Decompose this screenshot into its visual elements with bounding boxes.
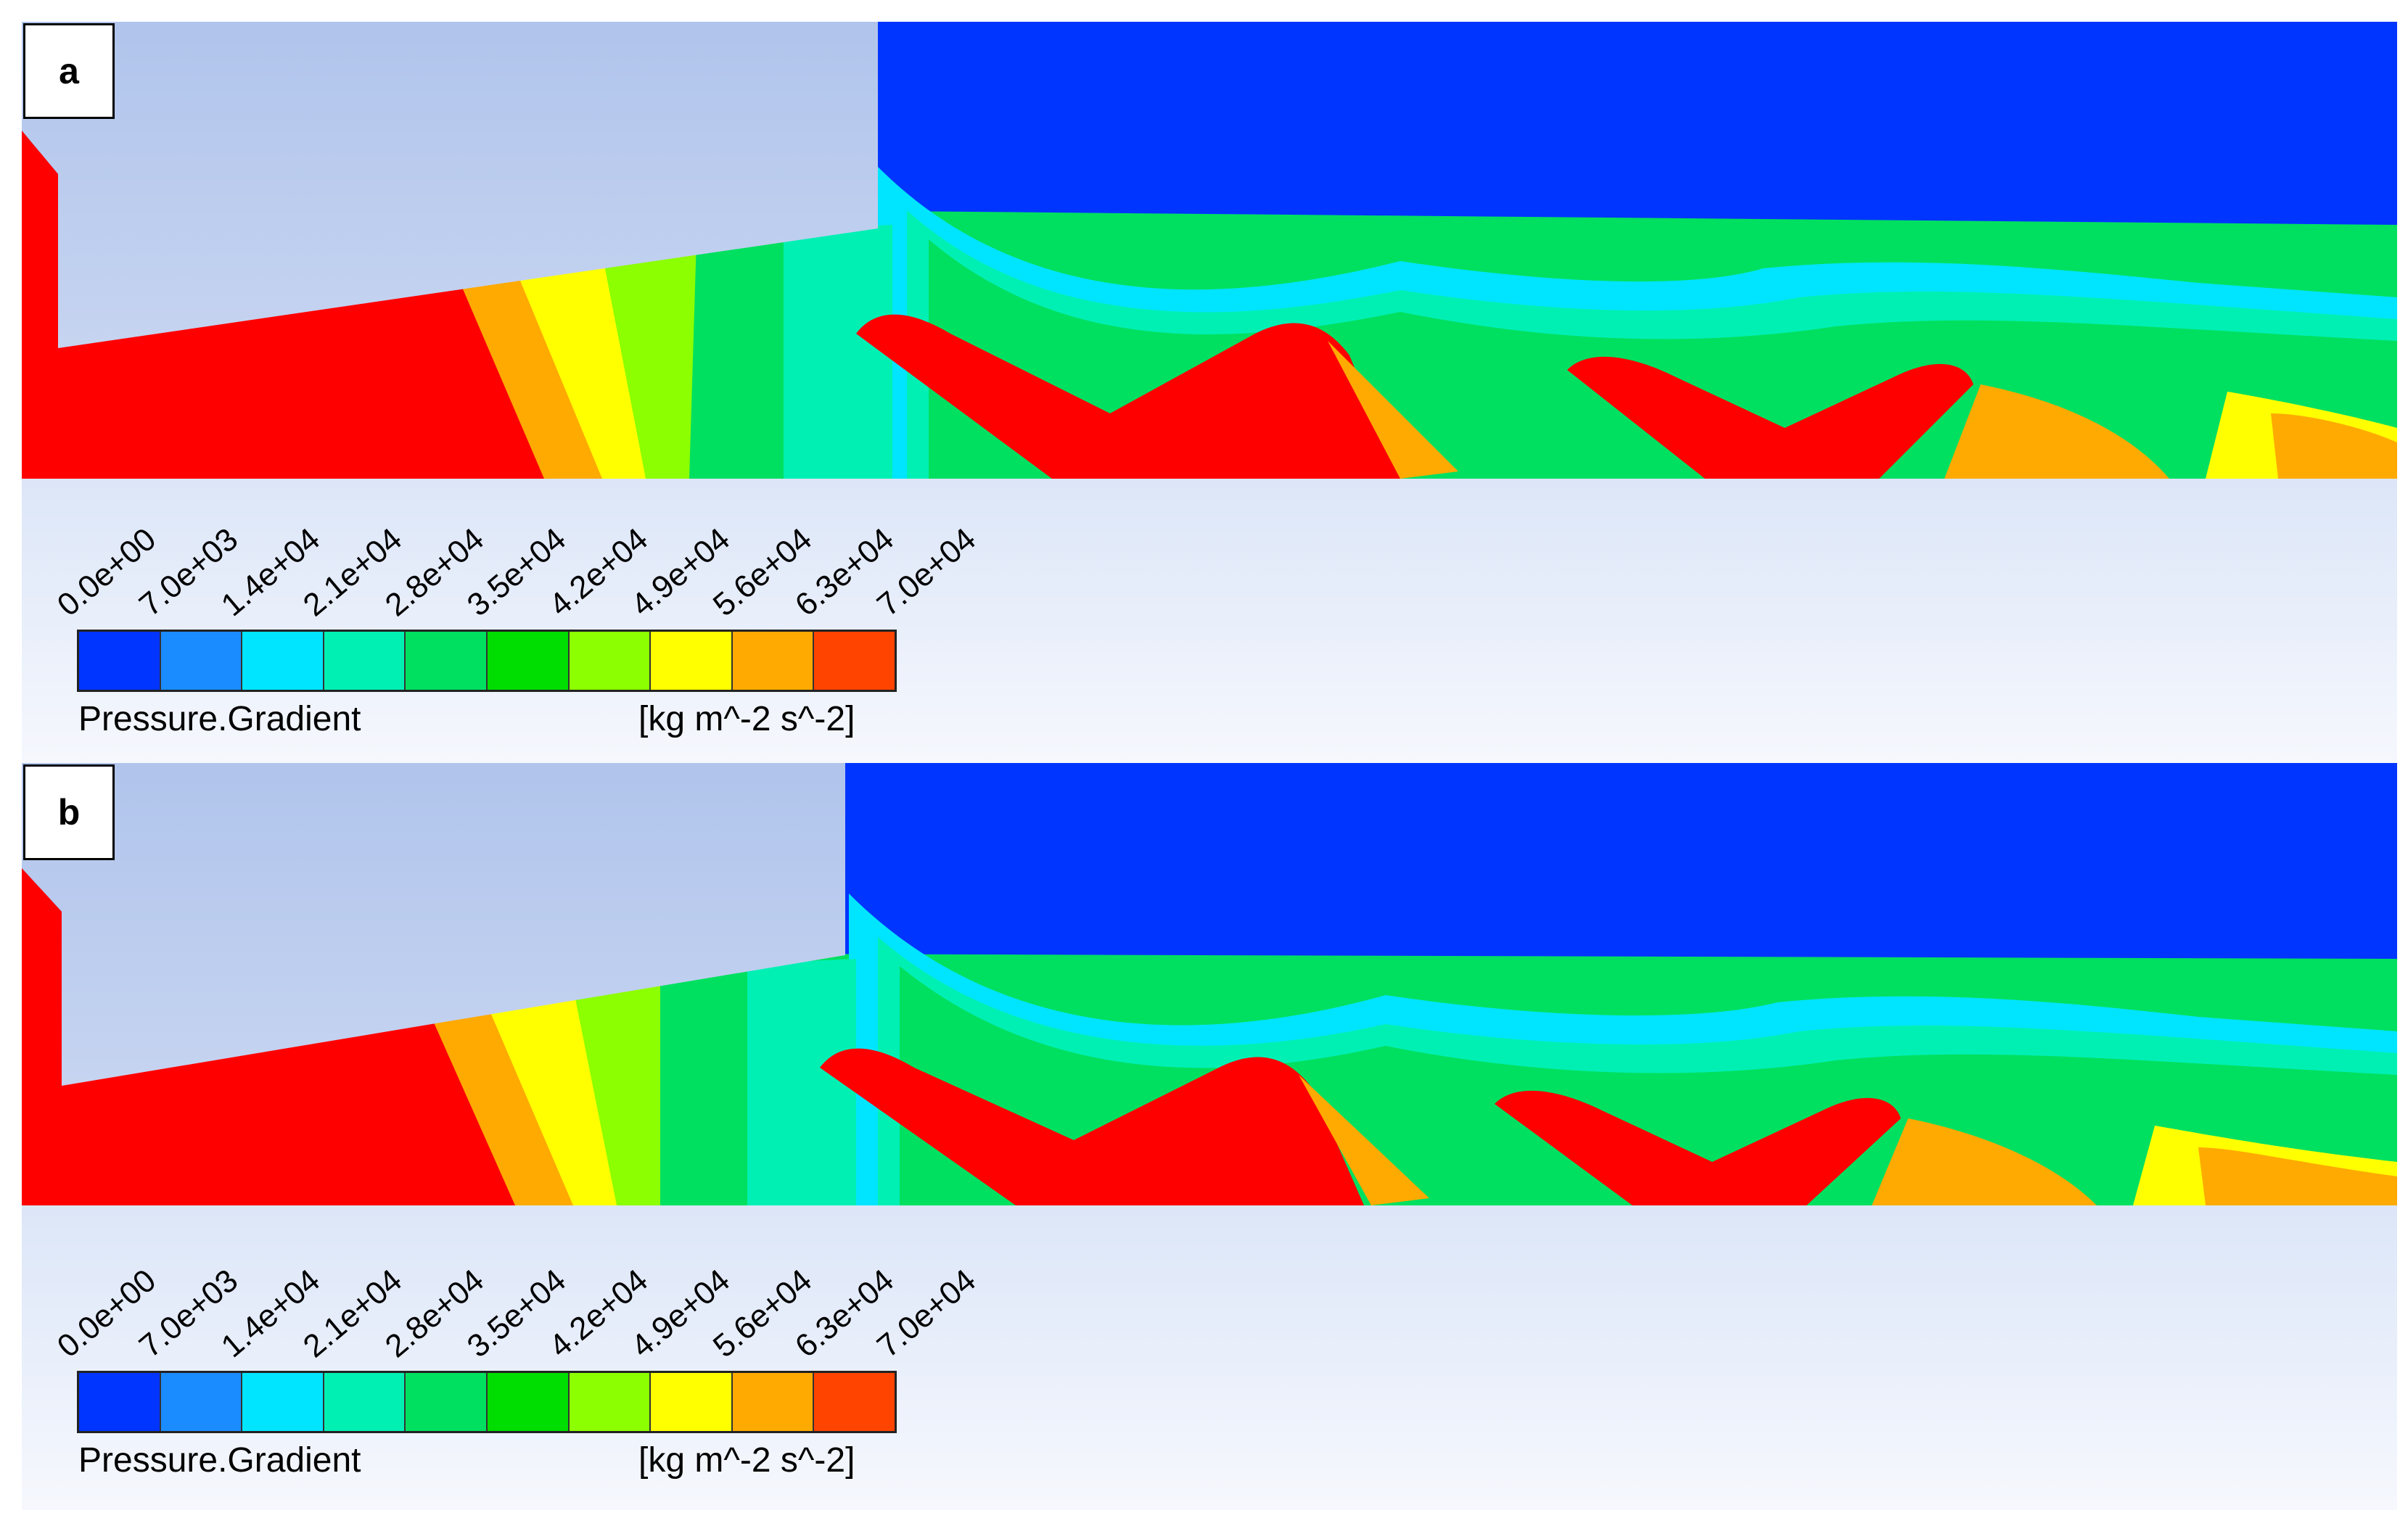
hull-body [22,22,878,348]
panel-label-b: b [23,764,115,860]
panel-b: b [22,763,2397,1510]
panel-label-a: a [23,23,115,119]
panel-a: a [22,22,2397,769]
hull-body [22,763,845,1086]
pressure-gradient-contour-a [22,22,2397,769]
pressure-gradient-contour-b [22,763,2397,1510]
